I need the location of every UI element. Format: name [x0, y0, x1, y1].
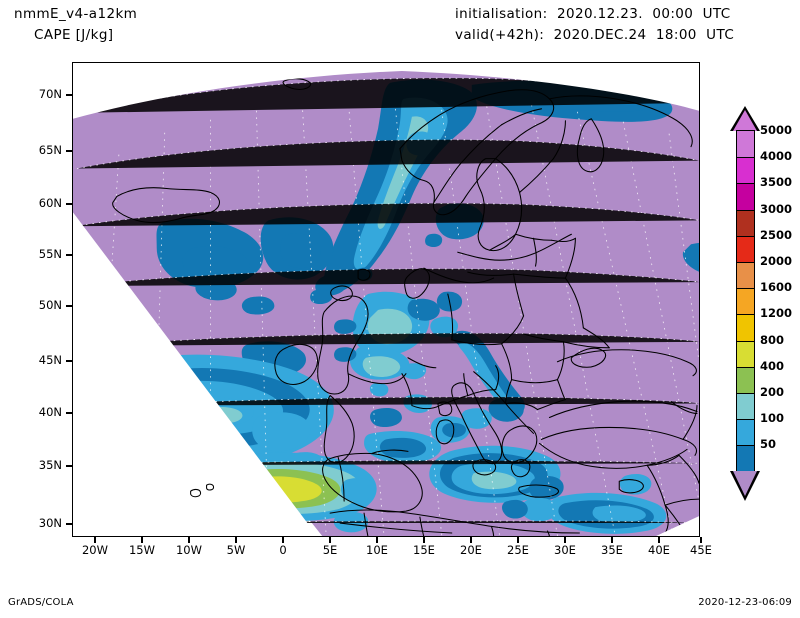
colorbar-segment-5000	[736, 131, 755, 158]
colorbar-label-50: 50	[760, 437, 777, 452]
colorbar-segment-3000	[736, 209, 755, 236]
xtick-label-15e: 15E	[413, 543, 435, 557]
ytick-mark-55n	[66, 254, 72, 256]
xtick-label-25e: 25E	[507, 543, 529, 557]
colorbar-segment-200	[736, 392, 755, 420]
credit-label: GrADS/COLA	[8, 597, 74, 608]
ytick-mark-40n	[66, 412, 72, 414]
colorbar-label-3000: 3000	[760, 201, 793, 216]
xtick-mark-35e	[611, 537, 613, 543]
colorbar-segment-4000	[736, 157, 755, 184]
xtick-mark-5e	[329, 537, 331, 543]
xtick-mark-45e	[700, 537, 702, 543]
xtick-mark-10e	[376, 537, 378, 543]
xtick-label-5w: 5W	[226, 543, 246, 557]
xtick-mark-25e	[517, 537, 519, 543]
ytick-mark-50n	[66, 305, 72, 307]
xtick-label-20w: 20W	[81, 543, 108, 557]
ytick-label-65n: 65N	[38, 143, 62, 157]
xtick-label-30e: 30E	[554, 543, 576, 557]
ytick-label-70n: 70N	[38, 87, 62, 101]
map-plot-frame	[72, 62, 700, 537]
xtick-label-40e: 40E	[648, 543, 670, 557]
ytick-mark-35n	[66, 465, 72, 467]
colorbar-segment-2000	[736, 261, 755, 289]
xtick-label-15w: 15W	[128, 543, 155, 557]
colorbar	[736, 130, 755, 473]
xtick-mark-20e	[470, 537, 472, 543]
colorbar-segment-100	[736, 419, 755, 446]
xtick-label-45e: 45E	[690, 543, 712, 557]
colorbar-segment-2500	[736, 235, 755, 262]
xtick-mark-20w	[94, 537, 96, 543]
colorbar-label-5000: 5000	[760, 123, 793, 137]
colorbar-under-arrow-fill	[732, 471, 757, 496]
colorbar-label-2500: 2500	[760, 227, 793, 242]
xtick-mark-5w	[235, 537, 237, 543]
xtick-mark-40e	[658, 537, 660, 543]
ytick-label-40n: 40N	[38, 405, 62, 419]
ytick-label-30n: 30N	[38, 516, 62, 530]
colorbar-segment-400	[736, 366, 755, 393]
xtick-mark-10w	[188, 537, 190, 543]
colorbar-segment-50	[736, 445, 755, 472]
ytick-label-50n: 50N	[38, 298, 62, 312]
colorbar-label-4000: 4000	[760, 149, 793, 164]
colorbar-label-100: 100	[760, 411, 785, 426]
colorbar-segment-1600	[736, 288, 755, 315]
xtick-label-10w: 10W	[175, 543, 202, 557]
xtick-mark-15w	[141, 537, 143, 543]
colorbar-segment-800	[736, 340, 755, 367]
colorbar-over-arrow-fill	[732, 110, 757, 131]
xtick-mark-15e	[423, 537, 425, 543]
xtick-label-35e: 35E	[601, 543, 623, 557]
colorbar-label-1600: 1600	[760, 280, 793, 295]
xtick-label-20e: 20E	[460, 543, 482, 557]
initialisation-time-label: initialisation: 2020.12.23. 00:00 UTC	[455, 6, 731, 22]
ytick-mark-30n	[66, 523, 72, 525]
ytick-mark-60n	[66, 203, 72, 205]
valid-time-label: valid(+42h): 2020.DEC.24 18:00 UTC	[455, 27, 735, 43]
cape-contour-map	[73, 63, 699, 536]
colorbar-label-3500: 3500	[760, 175, 793, 190]
ytick-label-45n: 45N	[38, 353, 62, 367]
xtick-mark-30e	[564, 537, 566, 543]
xtick-mark-0	[282, 537, 284, 543]
ytick-mark-70n	[66, 94, 72, 96]
ytick-label-55n: 55N	[38, 247, 62, 261]
colorbar-label-800: 800	[760, 332, 785, 347]
model-name-label: nmmE_v4-a12km	[14, 6, 138, 22]
ytick-label-60n: 60N	[38, 196, 62, 210]
colorbar-label-1200: 1200	[760, 306, 793, 321]
colorbar-label-2000: 2000	[760, 254, 793, 268]
colorbar-segment-3500	[736, 183, 755, 210]
xtick-label-5e: 5E	[322, 543, 338, 557]
colorbar-label-400: 400	[760, 358, 785, 373]
xtick-label-0: 0	[279, 543, 287, 557]
colorbar-label-200: 200	[760, 385, 785, 399]
ytick-label-35n: 35N	[38, 458, 62, 472]
ytick-mark-65n	[66, 150, 72, 152]
colorbar-segment-1200	[736, 314, 755, 341]
ytick-mark-45n	[66, 360, 72, 362]
xtick-label-10e: 10E	[366, 543, 388, 557]
timestamp-label: 2020-12-23-06:09	[698, 597, 792, 608]
variable-name-label: CAPE [J/kg]	[34, 27, 114, 43]
